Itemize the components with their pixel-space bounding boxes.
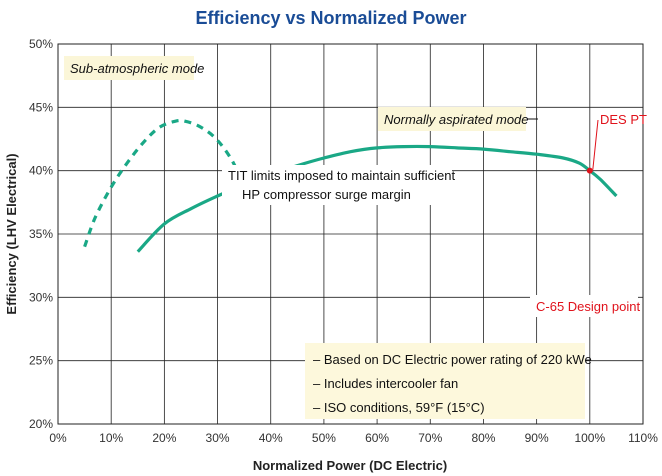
- x-tick-label: 100%: [574, 431, 605, 445]
- y-tick-label: 30%: [29, 290, 53, 304]
- x-tick-label: 40%: [259, 431, 283, 445]
- series-line-subatmospheric: [83, 118, 246, 248]
- y-tick-label: 50%: [29, 37, 53, 51]
- y-tick-label: 40%: [29, 164, 53, 178]
- annotation-tit-line1: TIT limits imposed to maintain sufficien…: [228, 168, 455, 183]
- y-tick-label: 25%: [29, 354, 53, 368]
- des-pt-label: DES PT: [600, 112, 647, 127]
- plot-frame: [57, 43, 644, 425]
- annotation-normally-aspirated: Normally aspirated mode: [378, 107, 529, 131]
- annotation-normally-aspirated-box: [378, 107, 526, 131]
- x-tick-label: 80%: [471, 431, 495, 445]
- notes-box: – Based on DC Electric power rating of 2…: [305, 343, 592, 419]
- des-pt-marker: [586, 167, 593, 174]
- notes-box-bg: [305, 343, 585, 419]
- annotation-subatmospheric-box: [64, 56, 194, 80]
- x-tick-labels: 0% 10% 20% 30% 40% 50% 60% 70% 80% 90% 100% 110%: [49, 431, 658, 445]
- chart-title: Efficiency vs Normalized Power: [195, 8, 466, 28]
- x-tick-label: 90%: [525, 431, 549, 445]
- annotation-subatmospheric: Sub-atmospheric mode: [64, 56, 204, 80]
- note-1: – Based on DC Electric power rating of 2…: [313, 352, 592, 367]
- x-tick-label: 70%: [418, 431, 442, 445]
- x-tick-label: 110%: [628, 431, 658, 445]
- x-tick-label: 30%: [206, 431, 230, 445]
- highlight-points: [527, 118, 599, 316]
- x-tick-label: 60%: [365, 431, 389, 445]
- annotation-tit-box: [222, 165, 452, 205]
- x-tick-label: 10%: [99, 431, 123, 445]
- x-axis-label: Normalized Power (DC Electric): [253, 458, 447, 473]
- x-tick-label: 50%: [312, 431, 336, 445]
- x-tick-label: 20%: [152, 431, 176, 445]
- x-tick-label: 0%: [49, 431, 67, 445]
- y-tick-label: 20%: [29, 417, 53, 431]
- annotation-tit-line2: HP compressor surge margin: [242, 187, 411, 202]
- y-tick-label: 45%: [29, 100, 53, 114]
- note-2: – Includes intercooler fan: [313, 376, 458, 391]
- y-axis-label: Efficiency (LHV Electrical): [4, 153, 19, 314]
- annotation-subatmospheric-text: Sub-atmospheric mode: [70, 61, 204, 76]
- des-pt-connector: [592, 119, 599, 170]
- y-tick-labels: 20% 25% 30% 35% 40% 45% 50%: [29, 37, 53, 431]
- design-point-label: C-65 Design point: [536, 299, 640, 314]
- y-tick-label: 35%: [29, 227, 53, 241]
- annotation-normally-aspirated-text: Normally aspirated mode: [384, 112, 529, 127]
- design-point-label-box: [530, 295, 638, 317]
- note-3: – ISO conditions, 59°F (15°C): [313, 400, 485, 415]
